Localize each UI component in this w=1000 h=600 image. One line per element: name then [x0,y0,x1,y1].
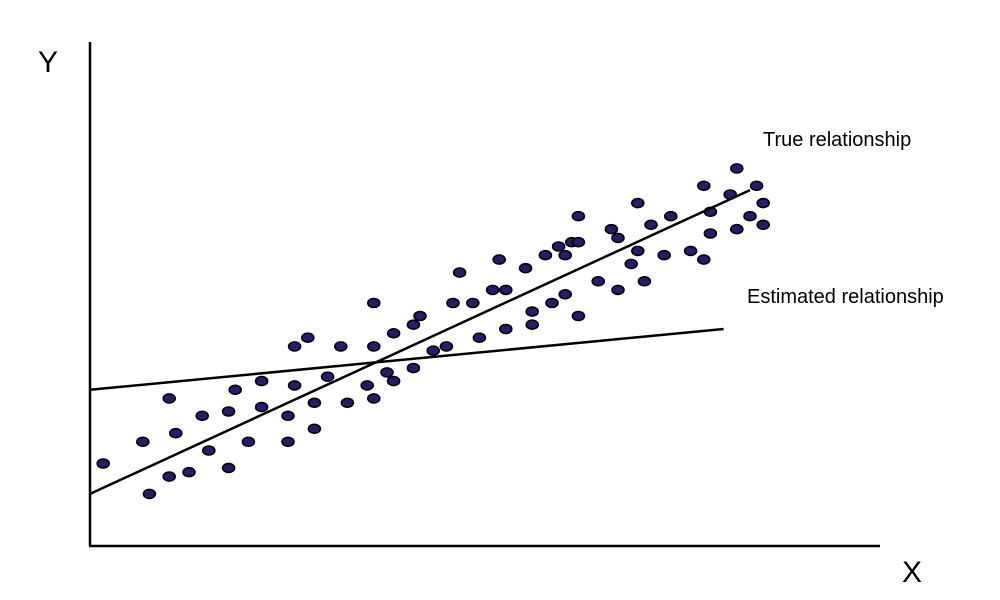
data-point [498,284,513,296]
data-point [663,210,678,222]
data-point [142,488,157,500]
data-point [300,332,315,344]
data-point [637,275,652,287]
data-point [465,297,480,309]
data-point [729,223,744,235]
data-point [492,254,507,265]
data-point [287,341,302,352]
data-point [287,380,302,391]
data-point [281,436,295,448]
data-point [228,384,242,396]
data-point [624,258,639,270]
data-point [498,323,513,335]
data-point [518,262,533,274]
data-point [366,297,381,309]
data-point [413,310,427,322]
data-point [611,284,625,296]
data-point [571,210,586,222]
data-point [591,275,606,287]
data-point [366,393,381,404]
data-point [545,297,559,309]
data-point [538,249,553,261]
data-point [703,228,718,239]
estimated-relationship-label: Estimated relationship [747,286,944,308]
data-point [611,232,625,244]
data-point [696,254,711,265]
data-point [254,375,269,387]
data-point [485,284,500,296]
data-point [729,163,744,174]
data-point [162,393,176,404]
scatter-points [96,163,771,500]
data-point [630,197,645,209]
data-point [360,380,375,391]
data-point [386,327,401,339]
data-point [571,310,586,322]
data-point [182,466,196,478]
data-point [630,245,645,257]
data-point [221,462,236,474]
data-point [525,319,540,331]
data-point [452,267,467,278]
true-relationship-line [89,188,751,496]
data-point [551,241,566,252]
data-point [571,236,586,248]
data-point [472,332,487,344]
data-point [426,345,441,357]
data-point [320,371,335,383]
x-axis-title: X [902,556,922,589]
data-point [756,219,771,231]
data-point [644,219,658,231]
data-point [340,397,355,409]
data-point [406,319,421,331]
data-point [386,375,401,387]
data-point [558,288,573,300]
estimated-relationship-line [89,327,724,392]
data-point [307,397,322,409]
data-point [241,436,256,448]
data-point [162,471,176,482]
data-point [558,249,573,261]
data-point [696,180,711,192]
data-point [406,362,421,374]
data-point [195,410,209,422]
data-point [333,341,348,352]
data-point [366,341,381,352]
data-point [136,436,150,448]
data-point [525,306,540,317]
data-point [604,223,619,235]
y-axis-title: Y [38,46,58,79]
data-point [254,401,269,413]
data-point [439,341,454,352]
data-point [756,197,771,209]
data-point [683,245,698,257]
data-point [169,427,183,439]
data-point [96,458,110,469]
data-point [743,210,757,222]
true-relationship-label: True relationship [763,129,911,151]
data-point [281,410,295,422]
data-point [749,180,764,192]
data-point [307,423,322,435]
data-point [221,406,236,417]
data-point [446,297,460,309]
data-point [202,445,216,456]
data-point [657,249,672,261]
data-point [380,367,394,378]
